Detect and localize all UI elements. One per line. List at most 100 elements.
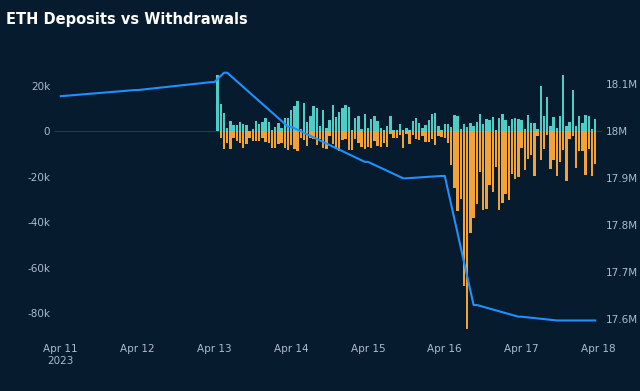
- Bar: [450, 131, 452, 165]
- Bar: [460, 129, 462, 131]
- Bar: [492, 117, 494, 131]
- Bar: [424, 125, 427, 131]
- Bar: [236, 131, 238, 141]
- Bar: [572, 90, 574, 131]
- Bar: [565, 131, 568, 181]
- Bar: [463, 131, 465, 286]
- Bar: [504, 131, 507, 194]
- Bar: [226, 131, 228, 143]
- Bar: [482, 124, 484, 131]
- Bar: [293, 106, 296, 131]
- Bar: [552, 117, 555, 131]
- Bar: [437, 131, 440, 136]
- Bar: [277, 123, 280, 131]
- Bar: [239, 131, 241, 143]
- Bar: [245, 125, 248, 131]
- Bar: [412, 122, 414, 131]
- Bar: [405, 128, 408, 131]
- Bar: [296, 101, 299, 131]
- Bar: [488, 120, 491, 131]
- Bar: [271, 130, 273, 131]
- Bar: [380, 128, 382, 131]
- Bar: [540, 131, 542, 160]
- Bar: [405, 131, 408, 134]
- Bar: [508, 126, 510, 131]
- Bar: [476, 122, 478, 131]
- Bar: [303, 131, 305, 140]
- Bar: [357, 131, 360, 143]
- Bar: [357, 116, 360, 131]
- Bar: [341, 108, 344, 131]
- Bar: [511, 119, 513, 131]
- Bar: [348, 107, 350, 131]
- Bar: [303, 103, 305, 131]
- Bar: [520, 120, 523, 131]
- Bar: [348, 131, 350, 150]
- Bar: [578, 131, 580, 151]
- Bar: [325, 129, 328, 131]
- Bar: [332, 105, 334, 131]
- Bar: [280, 131, 283, 143]
- Bar: [530, 122, 532, 131]
- Bar: [284, 118, 286, 131]
- Bar: [552, 131, 555, 160]
- Bar: [415, 131, 417, 139]
- Bar: [549, 131, 552, 169]
- Bar: [540, 86, 542, 131]
- Bar: [556, 131, 558, 176]
- Bar: [453, 115, 456, 131]
- Bar: [437, 126, 440, 131]
- Bar: [472, 131, 475, 217]
- Bar: [277, 131, 280, 144]
- Bar: [354, 118, 356, 131]
- Bar: [252, 131, 254, 141]
- Bar: [508, 131, 510, 200]
- Bar: [223, 113, 225, 131]
- Bar: [319, 126, 321, 131]
- Bar: [434, 113, 436, 131]
- Bar: [242, 124, 244, 131]
- Bar: [527, 131, 529, 160]
- Bar: [399, 131, 401, 136]
- Bar: [332, 131, 334, 144]
- Bar: [447, 124, 449, 131]
- Bar: [376, 131, 379, 146]
- Bar: [504, 120, 507, 131]
- Bar: [402, 131, 404, 148]
- Bar: [370, 131, 372, 148]
- Bar: [261, 131, 264, 138]
- Bar: [280, 127, 283, 131]
- Bar: [392, 131, 395, 138]
- Bar: [335, 117, 337, 131]
- Bar: [245, 131, 248, 143]
- Bar: [268, 122, 270, 131]
- Bar: [492, 131, 494, 192]
- Bar: [287, 131, 289, 150]
- Bar: [351, 130, 353, 131]
- Bar: [264, 118, 267, 131]
- Bar: [274, 131, 276, 149]
- Bar: [255, 122, 257, 131]
- Bar: [341, 131, 344, 140]
- Bar: [360, 129, 363, 131]
- Bar: [501, 114, 504, 131]
- Bar: [444, 131, 446, 138]
- Bar: [460, 131, 462, 199]
- Bar: [447, 131, 449, 143]
- Bar: [517, 119, 520, 131]
- Bar: [344, 131, 347, 138]
- Bar: [543, 131, 545, 149]
- Bar: [428, 120, 430, 131]
- Bar: [232, 131, 235, 138]
- Bar: [568, 131, 571, 139]
- Bar: [226, 128, 228, 131]
- Bar: [431, 114, 433, 131]
- Bar: [568, 122, 571, 131]
- Bar: [479, 115, 481, 131]
- Bar: [258, 131, 260, 141]
- Bar: [498, 118, 500, 131]
- Bar: [444, 124, 446, 131]
- Bar: [380, 131, 382, 147]
- Bar: [594, 119, 596, 131]
- Bar: [322, 131, 324, 148]
